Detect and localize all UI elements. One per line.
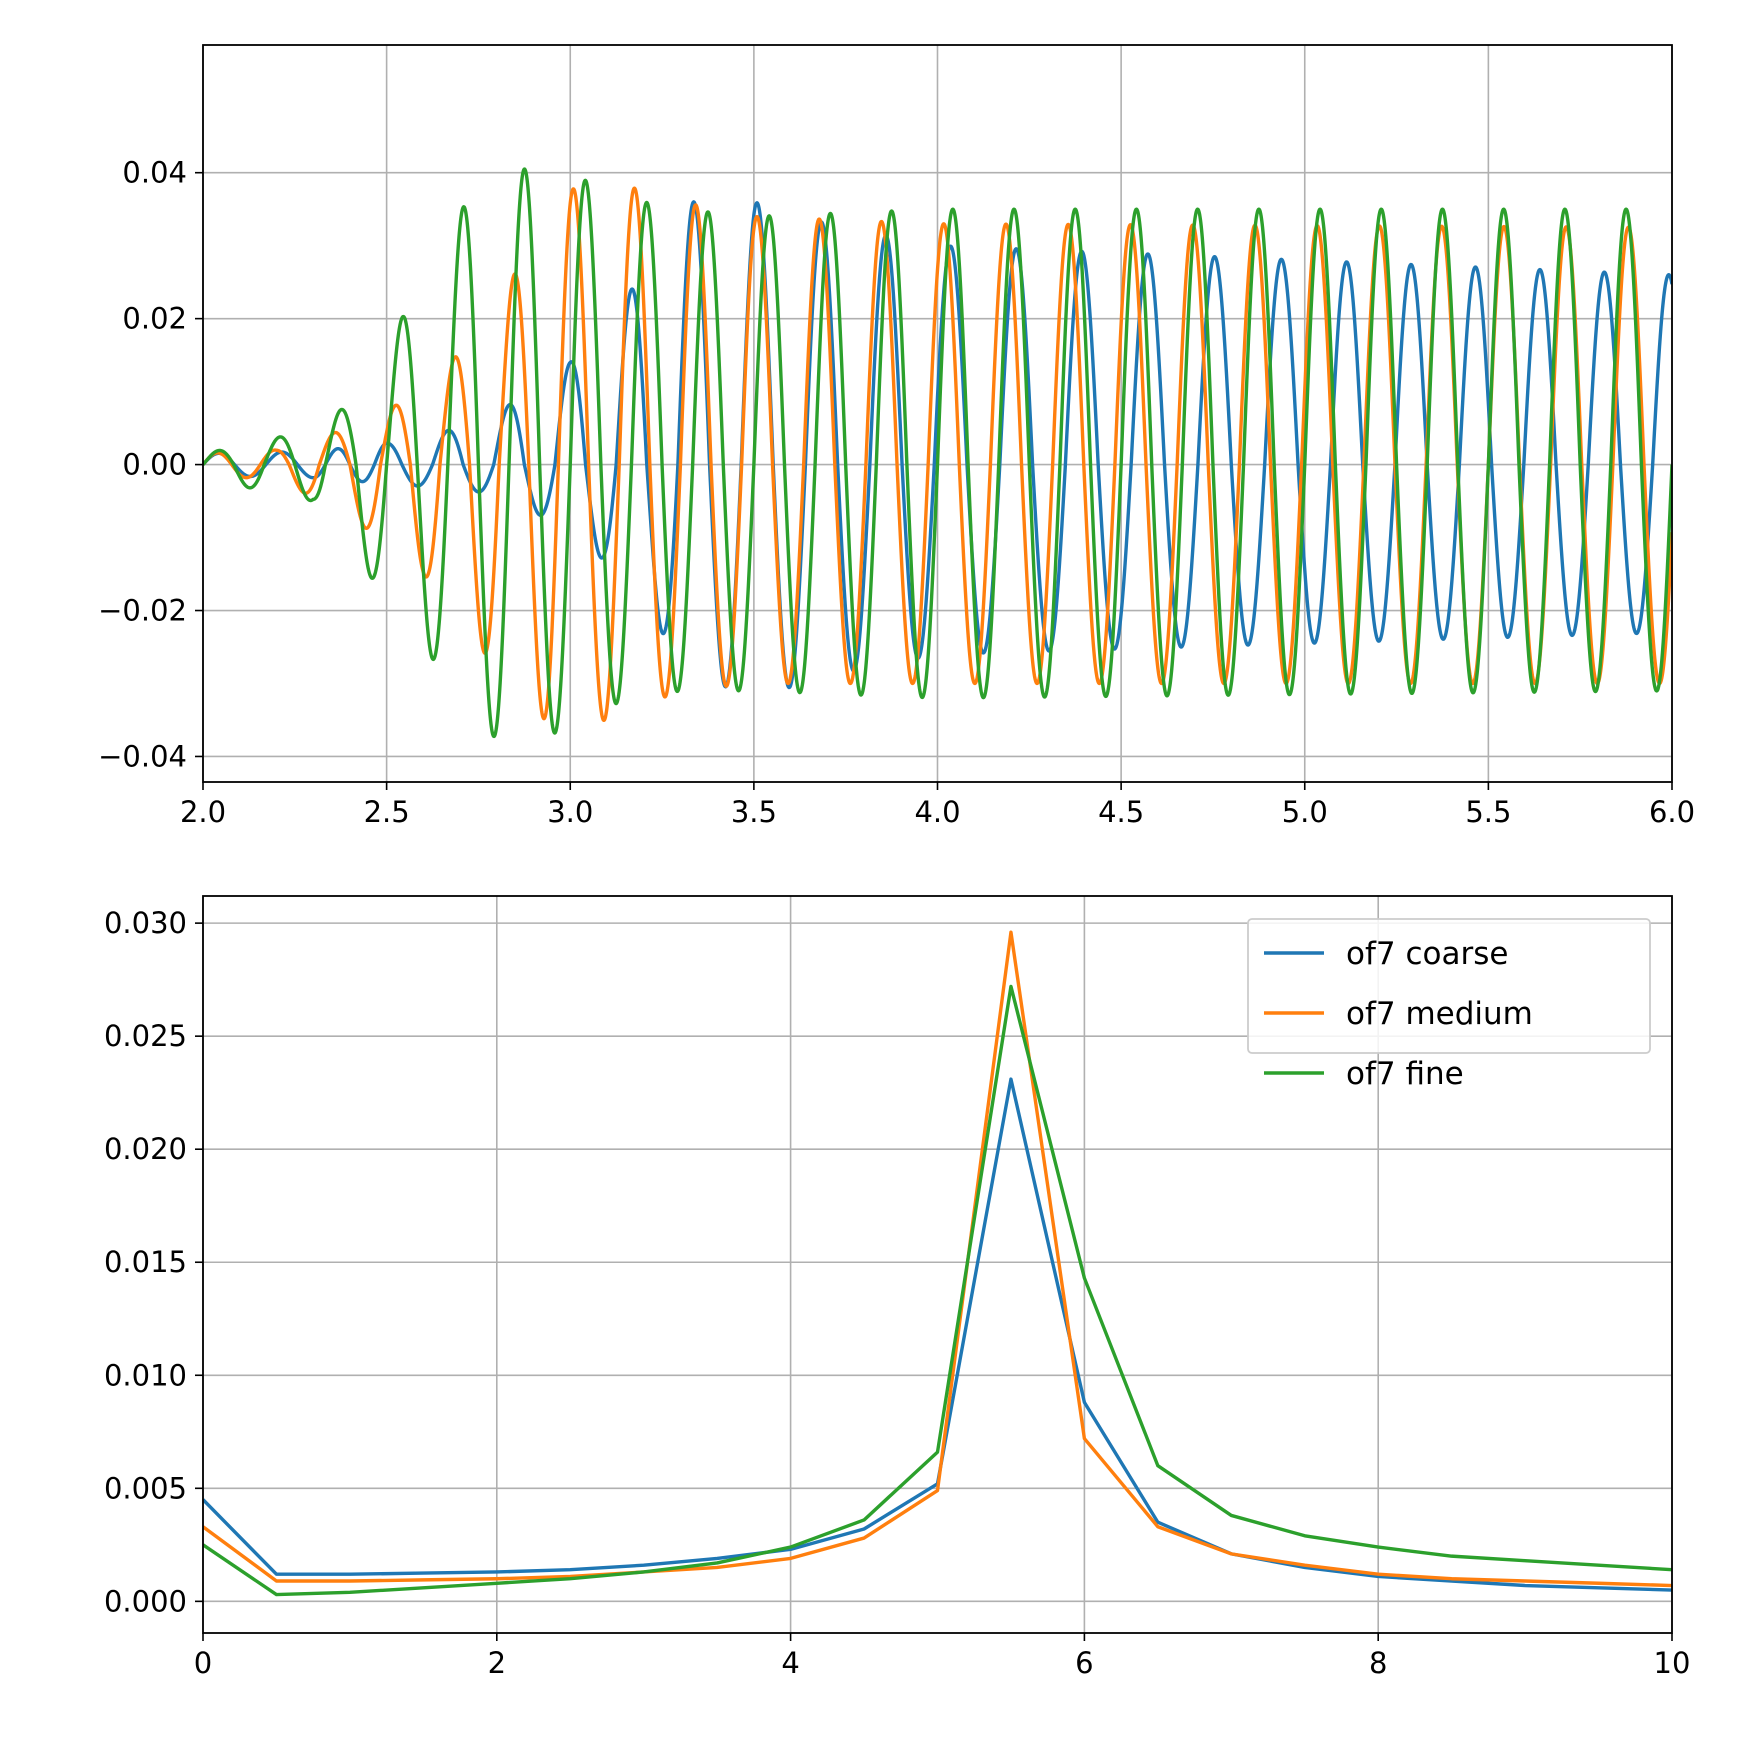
series-group: [203, 167, 1672, 739]
spectrum-series-line-2: [203, 984, 1672, 1597]
legend-label: of7 coarse: [1346, 936, 1508, 972]
x-tick-label: 6: [1075, 1646, 1093, 1680]
y-tick-label: 0.030: [104, 906, 187, 940]
legend: of7 coarse of7 medium of7 fine: [1247, 918, 1651, 1092]
y-tick-label: 0.025: [104, 1019, 187, 1053]
y-tick-label: 0.010: [104, 1358, 187, 1392]
series-group: [203, 930, 1672, 1597]
legend-label: of7 medium: [1346, 996, 1533, 1032]
y-tick-label: 0.02: [122, 302, 187, 336]
y-tick-label: 0.005: [104, 1471, 187, 1505]
signal-series-line-2: [203, 167, 1672, 739]
x-tick-label: 10: [1654, 1646, 1691, 1680]
x-tick-label: 4.0: [914, 795, 960, 829]
x-tick-label: 8: [1369, 1646, 1387, 1680]
x-tick-label: 3.0: [547, 795, 593, 829]
y-tick-label: −0.04: [98, 739, 187, 773]
x-tick-label: 2: [488, 1646, 506, 1680]
legend-box: [1247, 918, 1651, 1054]
spectrum-series-line-1: [203, 930, 1672, 1588]
x-tick-label: 0: [194, 1646, 212, 1680]
y-tick-label: 0.00: [122, 448, 187, 482]
x-tick-label: 2.0: [180, 795, 226, 829]
x-tick-label: 3.5: [731, 795, 777, 829]
x-tick-label: 5.5: [1465, 795, 1511, 829]
x-tick-label: 4: [781, 1646, 799, 1680]
time-series-panel: 2.0 2.5 3.0 3.5 4.0 4.5 5.0 5.5 6.0 −0.04 −0.02 0.0…: [98, 44, 1695, 829]
y-tick-label: 0.000: [104, 1584, 187, 1618]
y-tick-label: 0.020: [104, 1132, 187, 1166]
axes-frame: [202, 895, 1673, 1634]
x-tick-label: 6.0: [1649, 795, 1695, 829]
y-tick-label: 0.015: [104, 1245, 187, 1279]
x-tick-label: 5.0: [1282, 795, 1328, 829]
y-tick-label: −0.02: [98, 594, 187, 628]
x-tick-label: 4.5: [1098, 795, 1144, 829]
y-tick-label: 0.04: [122, 156, 187, 190]
x-tick-label: 2.5: [364, 795, 410, 829]
spectrum-panel: 0 2 4 6 8 10 0.000 0.005 0.010 0.015 0.020 0.025 0.0…: [104, 895, 1691, 1680]
legend-label: of7 fine: [1346, 1056, 1464, 1092]
